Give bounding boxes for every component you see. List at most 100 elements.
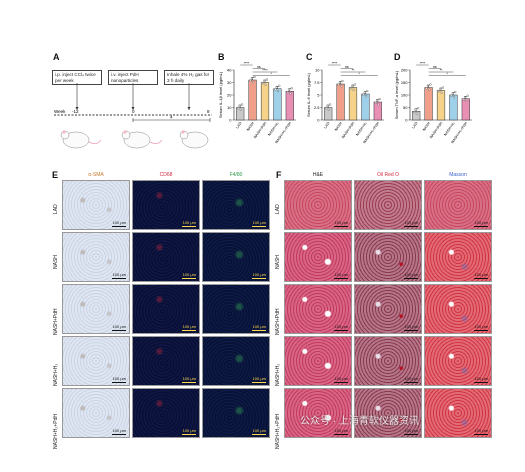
micrograph-f480: 100 μm	[202, 232, 270, 282]
micrograph-f480: 100 μm	[202, 336, 270, 386]
bar	[348, 87, 358, 121]
data-point	[425, 87, 428, 90]
bar	[273, 88, 282, 121]
data-point	[450, 94, 453, 97]
data-point	[378, 97, 381, 101]
data-point	[286, 90, 289, 94]
data-point	[239, 108, 242, 111]
data-point	[289, 92, 292, 95]
y-tick-label: 40	[227, 67, 232, 72]
y-tick-label: 7.5	[314, 80, 320, 85]
significance-label: ****	[420, 61, 426, 65]
data-point	[340, 85, 343, 88]
panel-c-letter: C	[306, 52, 313, 62]
data-point	[327, 108, 330, 111]
y-tick-label: 50	[403, 105, 408, 110]
panel-d-letter: D	[394, 52, 401, 62]
panel-e-grid: 100 μm 100 μm 100 μm 100 μm 100 μm 100 μ…	[62, 180, 270, 438]
micrograph-cd68: 100 μm	[132, 388, 200, 438]
data-point	[428, 88, 431, 91]
panel-b-letter: B	[218, 52, 225, 62]
col-head-masson: Masson	[449, 172, 467, 178]
data-point	[417, 107, 420, 110]
data-point	[429, 83, 432, 86]
significance-label: **	[440, 68, 443, 72]
bar	[361, 93, 370, 121]
data-point	[351, 84, 354, 88]
category-label: NASH	[246, 121, 255, 132]
data-point	[464, 96, 467, 99]
data-point	[252, 81, 255, 84]
data-point	[237, 107, 240, 110]
data-point	[452, 96, 456, 99]
data-point	[353, 83, 356, 86]
data-point	[265, 78, 268, 81]
data-point	[349, 87, 353, 90]
micrograph-oil-red-o: 100 μm	[354, 336, 422, 386]
timeline-graphic: Week -12 0 4 8	[54, 83, 212, 149]
col-head-asma: α-SMA	[88, 172, 104, 178]
micrograph-asma: 100 μm	[62, 180, 130, 230]
tick-label: -12	[72, 109, 79, 114]
micrograph-he: 100 μm	[284, 284, 352, 334]
data-point	[377, 103, 380, 106]
y-tick-label: 0	[317, 117, 320, 122]
data-point	[439, 87, 442, 91]
data-point	[362, 93, 365, 96]
row-label: NASH+H₂+PdH	[275, 413, 281, 449]
bar	[424, 87, 433, 121]
micrograph-masson: 100 μm	[424, 388, 492, 438]
tick-label: 4	[170, 115, 173, 120]
data-point	[364, 95, 368, 98]
data-point	[263, 79, 266, 83]
significance-label: *	[270, 72, 272, 76]
significance-label: ****	[332, 61, 338, 65]
col-head-cd68: CD68	[159, 172, 173, 178]
category-label: NASH	[422, 121, 431, 132]
bar	[436, 90, 446, 121]
data-point	[462, 98, 465, 101]
bar	[461, 98, 470, 121]
data-point	[250, 77, 253, 80]
significance-label: **	[352, 68, 355, 72]
significance-label: *	[446, 72, 448, 76]
data-point	[274, 88, 277, 91]
panel-f-grid: 100 μm 100 μm 100 μm 100 μm 100 μm 100 μ…	[284, 180, 492, 438]
data-point	[288, 88, 291, 91]
panel-e-letter: E	[52, 170, 59, 180]
data-point	[329, 103, 332, 106]
micrograph-oil-red-o: 100 μm	[354, 232, 422, 282]
tick-label: 8	[207, 109, 210, 114]
data-point	[249, 79, 252, 82]
category-label: NASH+H₂	[443, 121, 456, 137]
data-point	[363, 91, 366, 94]
micrograph-asma: 100 μm	[62, 388, 130, 438]
data-point	[326, 104, 329, 108]
category-label: NASH+PdH	[341, 121, 355, 139]
col-head-oil-red-o: Oil Red O	[377, 172, 399, 178]
data-point	[238, 104, 241, 108]
y-tick-label: 0	[229, 117, 232, 122]
data-point	[414, 108, 417, 111]
mouse-icon	[179, 130, 209, 149]
bar	[248, 79, 257, 121]
category-label: NASH+H₂	[267, 121, 280, 137]
micrograph-oil-red-o: 100 μm	[354, 388, 422, 438]
data-point	[413, 110, 416, 114]
row-label: LAD	[53, 204, 59, 214]
data-point	[278, 84, 281, 87]
micrograph-f480: 100 μm	[202, 388, 270, 438]
data-point	[454, 90, 457, 94]
timeline-schematic: i.p. inject CCl₄ twice per week i.v. inj…	[52, 60, 214, 160]
category-label: LAD	[323, 121, 331, 129]
timeline-label: Week	[54, 109, 66, 114]
micrograph-f480: 100 μm	[202, 284, 270, 334]
significance-label: ns	[433, 65, 437, 69]
micrograph-cd68: 100 μm	[132, 336, 200, 386]
micrograph-masson: 100 μm	[424, 336, 492, 386]
micrograph-masson: 100 μm	[424, 180, 492, 230]
mouse-icon	[60, 130, 102, 149]
row-label: NASH+H₂	[275, 363, 281, 386]
y-tick-label: 10	[227, 105, 232, 110]
